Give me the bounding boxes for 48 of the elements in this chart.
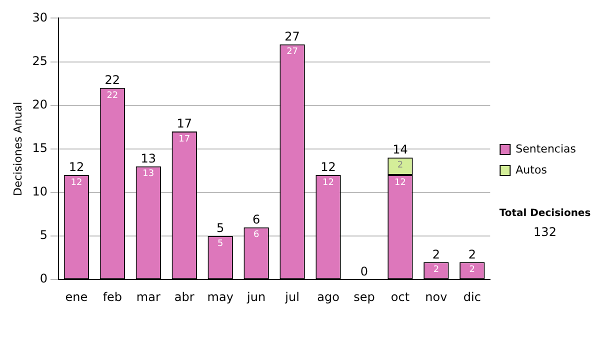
x-tick-label: jul — [284, 290, 300, 304]
x-tick-label: dic — [463, 290, 481, 304]
total-label: 5 — [216, 221, 224, 236]
data-label: 6 — [253, 230, 260, 240]
y-tick-label: 0 — [40, 272, 48, 286]
x-tick-label: nov — [425, 290, 448, 304]
y-tick-label: 10 — [32, 184, 48, 199]
total-label: 12 — [320, 160, 336, 174]
legend-label: Sentencias — [516, 142, 576, 156]
total-label: 13 — [140, 151, 156, 166]
x-tick-label: may — [207, 290, 234, 304]
y-tick-label: 25 — [32, 54, 48, 68]
x-tick-label: mar — [136, 290, 160, 304]
total-label: 22 — [104, 73, 120, 88]
data-label: 12 — [394, 178, 406, 188]
y-tick-label: 30 — [32, 10, 48, 24]
y-tick-label: 5 — [40, 228, 48, 242]
data-label: 2 — [469, 265, 476, 276]
data-label: 22 — [106, 90, 118, 101]
total-label: 2 — [432, 247, 440, 262]
y-tick-label: 20 — [32, 97, 48, 112]
data-label: 12 — [70, 178, 82, 188]
data-label: 27 — [286, 47, 298, 58]
legend-label: Autos — [516, 163, 548, 176]
total-label: 2 — [468, 247, 476, 262]
data-label: 2 — [433, 265, 440, 276]
total-label: 0 — [360, 264, 368, 279]
x-tick-label: ene — [65, 290, 88, 304]
text: Total Decisiones — [498, 208, 592, 219]
text: 132 — [532, 225, 558, 239]
total-label: 14 — [392, 142, 408, 157]
total-label: 17 — [176, 116, 192, 131]
data-label: 13 — [142, 169, 154, 180]
x-tick-label: sep — [354, 290, 375, 304]
y-tick-label: 15 — [32, 141, 48, 156]
y-axis-title: Decisiones Anual — [11, 102, 24, 196]
x-tick-label: abr — [174, 290, 194, 304]
total-label: 6 — [252, 212, 260, 226]
total-label: 27 — [284, 29, 300, 44]
data-label: 2 — [397, 160, 404, 170]
data-label: 17 — [178, 134, 190, 144]
data-label: 5 — [217, 238, 224, 249]
x-tick-label: ago — [317, 290, 340, 304]
data-label: 12 — [322, 178, 334, 188]
total-label: 12 — [68, 160, 84, 174]
x-tick-label: jun — [246, 290, 266, 304]
x-tick-label: oct — [390, 290, 410, 304]
x-tick-label: feb — [102, 290, 122, 304]
